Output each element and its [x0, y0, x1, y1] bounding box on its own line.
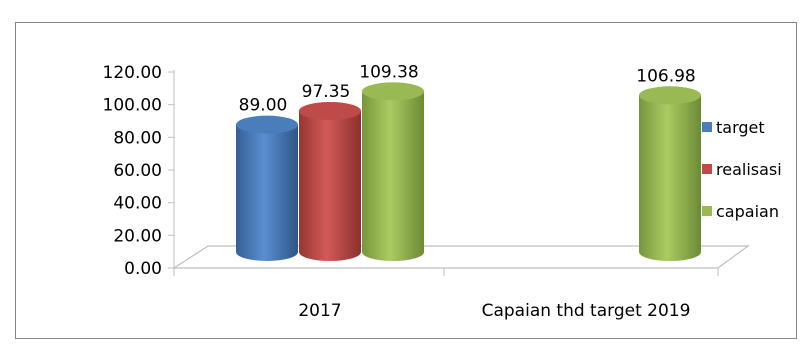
bar-body — [299, 110, 361, 262]
legend-swatch — [702, 206, 712, 216]
y-axis-ticks: 0.00 20.00 40.00 60.00 80.00 100.00 120.00 — [103, 63, 719, 279]
bar-top — [639, 86, 701, 105]
data-labels: 89.00 97.35 109.38 106.98 — [239, 62, 696, 115]
bar-top — [236, 115, 298, 134]
data-label: 89.00 — [239, 96, 288, 116]
bar-top — [299, 101, 361, 120]
x-axis-label: 2017 — [298, 301, 341, 321]
bar-body — [639, 95, 701, 262]
data-label: 109.38 — [359, 62, 418, 82]
x-axis-labels: 2017 Capaian thd target 2019 — [298, 301, 690, 321]
y-tick-label: 40.00 — [113, 194, 162, 214]
bar-realisasi-1 — [299, 101, 361, 262]
bar-target-1 — [236, 115, 298, 261]
legend-label: realisasi — [716, 160, 782, 179]
legend-swatch — [702, 164, 712, 174]
legend: target realisasi capaian — [702, 118, 782, 221]
y-tick-label: 80.00 — [113, 128, 162, 148]
y-tick-label: 60.00 — [113, 161, 162, 181]
bar-top — [362, 82, 424, 101]
legend-item-capaian: capaian — [702, 202, 779, 221]
bar-capaian-2 — [639, 86, 701, 262]
bars — [236, 82, 701, 262]
bar-body — [362, 91, 424, 261]
y-tick-label: 100.00 — [103, 96, 162, 116]
bar-body — [236, 124, 298, 261]
bar-capaian-1 — [362, 82, 424, 261]
legend-label: target — [716, 118, 765, 137]
legend-item-target: target — [702, 118, 765, 137]
data-label: 97.35 — [302, 82, 351, 102]
y-tick-label: 0.00 — [124, 259, 162, 279]
legend-item-realisasi: realisasi — [702, 160, 782, 179]
data-label: 106.98 — [636, 66, 695, 86]
legend-label: capaian — [716, 202, 779, 221]
y-tick-label: 20.00 — [113, 226, 162, 246]
y-tick-label: 120.00 — [103, 63, 162, 83]
legend-swatch — [702, 122, 712, 132]
x-axis-label: Capaian thd target 2019 — [482, 301, 691, 321]
